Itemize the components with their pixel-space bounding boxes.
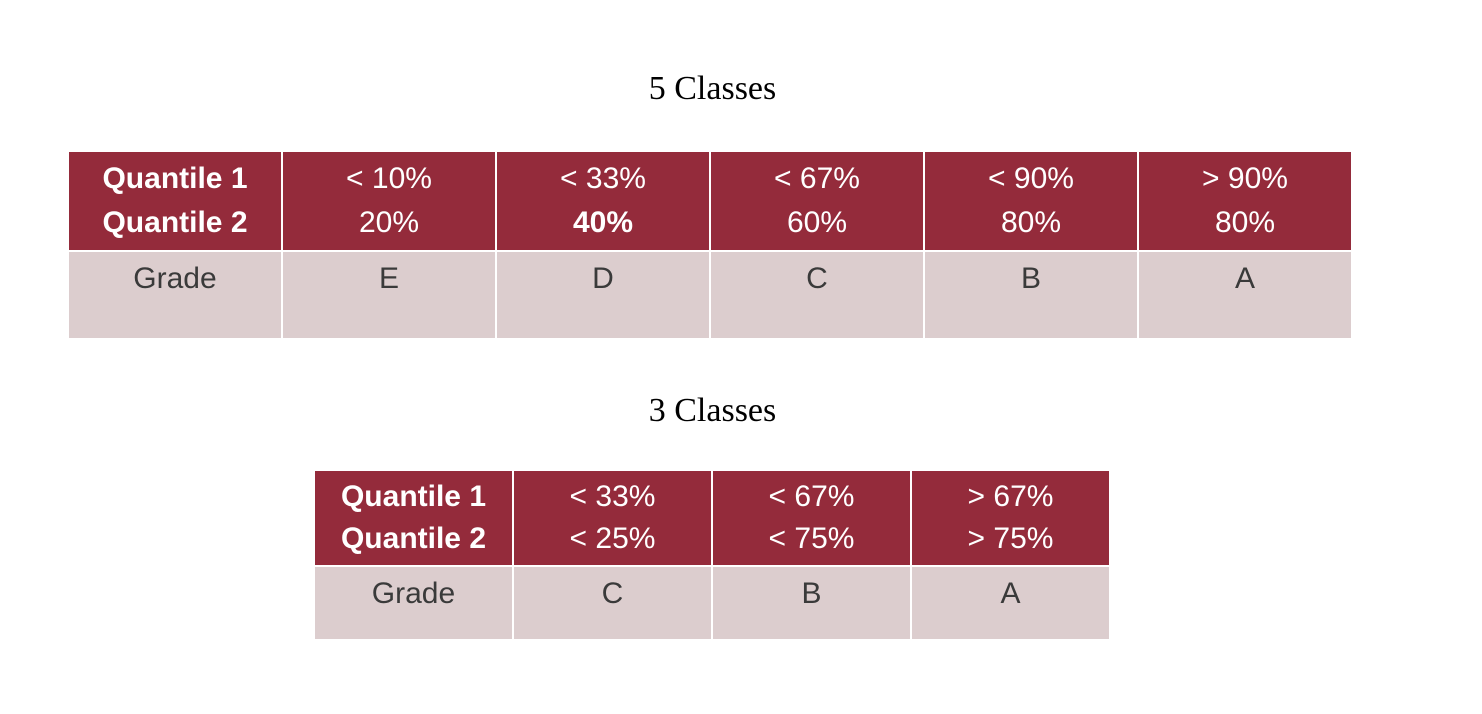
grade-value: E [283, 252, 495, 338]
quantile-1-label: Quantile 1 [102, 162, 248, 195]
quantile-cell-c: < 67% 60% [711, 152, 923, 250]
quantile-row: Quantile 1 Quantile 2 < 33% < 25% < 67% … [315, 471, 1109, 565]
quantile-1-value: < 67% [774, 162, 860, 195]
quantile-2-value: 60% [786, 206, 848, 239]
quantile-header-cell: Quantile 1 Quantile 2 [69, 152, 281, 250]
five-classes-table: Quantile 1 Quantile 2 < 10% 20% < 33% 40… [67, 150, 1353, 340]
grade-row: Grade C B A [315, 567, 1109, 639]
grade-row: Grade E D C B A [69, 252, 1351, 338]
grade-label: Grade [315, 567, 512, 639]
grade-value: C [514, 567, 711, 639]
quantile-1-label: Quantile 1 [340, 480, 487, 513]
grade-value: D [497, 252, 709, 338]
three-classes-title: 3 Classes [648, 392, 777, 429]
quantile-cell-d: < 33% 40% [497, 152, 709, 250]
three-classes-table: Quantile 1 Quantile 2 < 33% < 25% < 67% … [313, 469, 1111, 641]
quantile-1-value: < 33% [560, 162, 646, 195]
quantile-2-value: < 25% [569, 522, 656, 555]
quantile-cell-b: < 90% 80% [925, 152, 1137, 250]
quantile-2-value: > 75% [967, 522, 1054, 555]
grade-value: B [925, 252, 1137, 338]
quantile-1-value: < 10% [346, 162, 432, 195]
quantile-cell-b: < 67% < 75% [713, 471, 910, 565]
five-classes-title: 5 Classes [648, 70, 777, 107]
grade-value: C [711, 252, 923, 338]
grade-value: B [713, 567, 910, 639]
quantile-2-label: Quantile 2 [102, 206, 248, 239]
quantile-1-value: > 67% [967, 480, 1054, 513]
quantile-1-value: < 67% [768, 480, 855, 513]
quantile-cell-a: > 67% > 75% [912, 471, 1109, 565]
quantile-2-value: 80% [1214, 206, 1276, 239]
grade-label: Grade [69, 252, 281, 338]
quantile-2-value: 20% [358, 206, 420, 239]
quantile-2-label: Quantile 2 [340, 522, 487, 555]
quantile-1-value: < 90% [988, 162, 1074, 195]
grade-value: A [912, 567, 1109, 639]
quantile-cell-e: < 10% 20% [283, 152, 495, 250]
quantile-cell-c: < 33% < 25% [514, 471, 711, 565]
quantile-1-value: < 33% [569, 480, 656, 513]
grade-value: A [1139, 252, 1351, 338]
quantile-1-value: > 90% [1202, 162, 1288, 195]
quantile-header-cell: Quantile 1 Quantile 2 [315, 471, 512, 565]
quantile-row: Quantile 1 Quantile 2 < 10% 20% < 33% 40… [69, 152, 1351, 250]
quantile-2-value: 80% [1000, 206, 1062, 239]
quantile-2-value: < 75% [768, 522, 855, 555]
quantile-2-value: 40% [572, 206, 634, 239]
quantile-cell-a: > 90% 80% [1139, 152, 1351, 250]
